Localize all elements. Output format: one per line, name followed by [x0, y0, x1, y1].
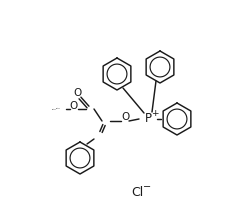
- Text: −: −: [143, 182, 151, 192]
- Text: O: O: [121, 112, 129, 122]
- Text: O: O: [74, 88, 82, 98]
- Text: Cl: Cl: [131, 186, 143, 199]
- Text: methyl: methyl: [56, 108, 61, 109]
- Text: methyl: methyl: [52, 108, 57, 110]
- Text: +: +: [151, 110, 159, 119]
- Text: P: P: [145, 112, 151, 125]
- Text: O: O: [70, 101, 78, 111]
